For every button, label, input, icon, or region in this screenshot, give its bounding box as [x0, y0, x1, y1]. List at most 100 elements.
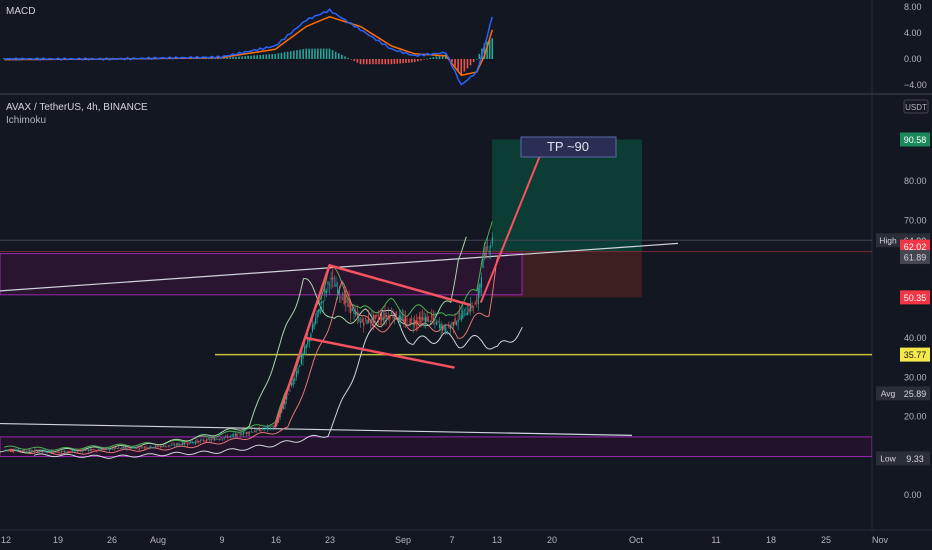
- support-price-badge[interactable]: [900, 347, 930, 362]
- candle-body: [490, 245, 492, 248]
- macd-histogram-bar: [256, 55, 258, 59]
- currency-label: USDT: [905, 103, 927, 112]
- currency-badge[interactable]: [903, 99, 929, 114]
- candle-body: [4, 449, 7, 451]
- candle-body: [442, 325, 444, 331]
- candle-body: [445, 327, 447, 332]
- candle-body: [83, 450, 85, 452]
- macd-histogram-bar: [223, 57, 225, 59]
- macd-histogram-bar: [253, 55, 255, 59]
- candle-body: [398, 315, 400, 321]
- candle-body: [119, 448, 122, 449]
- time-tick-label: 13: [492, 535, 502, 545]
- candle-body: [127, 447, 130, 448]
- candle-body: [431, 314, 433, 319]
- projection-line[interactable]: [479, 145, 545, 304]
- candle-body: [110, 449, 112, 450]
- macd-histogram-bar: [486, 41, 488, 59]
- macd-histogram-bar: [393, 59, 396, 64]
- macd-histogram-bar: [299, 49, 301, 59]
- candle-body: [86, 449, 88, 451]
- candle-body: [302, 352, 304, 359]
- macd-histogram-bar: [274, 53, 277, 59]
- macd-histogram-bar: [325, 48, 328, 59]
- macd-histogram-bar: [350, 59, 352, 60]
- macd-histogram-bar: [399, 59, 402, 64]
- candle-body: [123, 447, 125, 449]
- macd-histogram-bar: [262, 54, 264, 59]
- candle-body: [473, 306, 475, 307]
- candle-body: [381, 315, 383, 321]
- macd-histogram-bar: [18, 58, 20, 59]
- candle-body: [488, 250, 490, 253]
- tp-annotation-box[interactable]: [520, 136, 617, 158]
- macd-histogram-bar: [341, 54, 343, 59]
- flag-line: [274, 264, 331, 428]
- candle-body: [395, 311, 397, 319]
- candle-body: [41, 451, 43, 452]
- candle-body: [131, 447, 133, 449]
- candle-body: [305, 344, 307, 349]
- candle-body: [440, 323, 442, 330]
- candle-body: [356, 312, 358, 316]
- candle-body: [139, 448, 141, 449]
- ichimoku-span-a: [3, 221, 493, 451]
- candle-body: [379, 316, 381, 320]
- candle-body: [207, 438, 209, 440]
- candle-body: [310, 333, 312, 340]
- candle-body: [242, 432, 244, 435]
- avg-price-badge[interactable]: [900, 386, 930, 401]
- lower-trendline[interactable]: [0, 422, 633, 436]
- macd-histogram-bar: [384, 59, 387, 65]
- candle-body: [43, 450, 45, 452]
- macd-histogram-bar: [229, 57, 231, 59]
- candle-body: [212, 438, 214, 440]
- macd-histogram-bar: [232, 57, 234, 59]
- candle-body: [300, 355, 302, 365]
- candle-body: [322, 301, 324, 303]
- candle-body: [448, 324, 450, 327]
- candle-body: [423, 318, 425, 321]
- current-price-badge[interactable]: [900, 250, 930, 265]
- candle-body: [316, 310, 318, 318]
- candle-body: [353, 310, 355, 314]
- low-zone[interactable]: [0, 436, 872, 458]
- candle-body: [169, 445, 171, 446]
- candle-body: [75, 449, 77, 451]
- candle-body: [403, 318, 405, 324]
- candle-body: [462, 310, 464, 319]
- candle-body: [64, 450, 66, 453]
- candle-body: [434, 318, 436, 321]
- candle-body: [191, 442, 193, 444]
- candle-body: [479, 283, 481, 294]
- bull-flag-pattern[interactable]: [274, 264, 471, 428]
- candle-body: [401, 317, 403, 318]
- candle-body: [54, 452, 56, 453]
- macd-histogram-bar: [247, 55, 249, 59]
- macd-histogram-bar: [217, 57, 219, 59]
- candle-body: [215, 438, 217, 440]
- macd-histogram-bar: [483, 43, 486, 59]
- low-price-badge[interactable]: [900, 451, 930, 466]
- candle-body: [135, 447, 138, 449]
- macd-histogram-bar: [344, 56, 346, 59]
- candle-body: [392, 316, 394, 319]
- candle-body: [153, 447, 155, 448]
- take-profit-zone[interactable]: [492, 139, 642, 252]
- candle-body: [348, 299, 350, 308]
- time-tick-label: Sep: [395, 535, 411, 545]
- candle-body: [229, 435, 232, 437]
- candle-body: [95, 450, 98, 451]
- macd-histogram-bar: [417, 59, 419, 62]
- time-tick-label: Aug: [150, 535, 166, 545]
- macd-histogram-bar: [319, 48, 322, 59]
- entry-red-price-badge[interactable]: [900, 239, 930, 254]
- candle-body: [167, 445, 169, 447]
- candle-body: [201, 439, 203, 441]
- candle-body: [314, 317, 317, 324]
- candle-body: [217, 439, 219, 440]
- stop-price-badge[interactable]: [900, 290, 930, 305]
- candle-body: [351, 308, 353, 311]
- tp-level-price-badge[interactable]: [900, 132, 930, 147]
